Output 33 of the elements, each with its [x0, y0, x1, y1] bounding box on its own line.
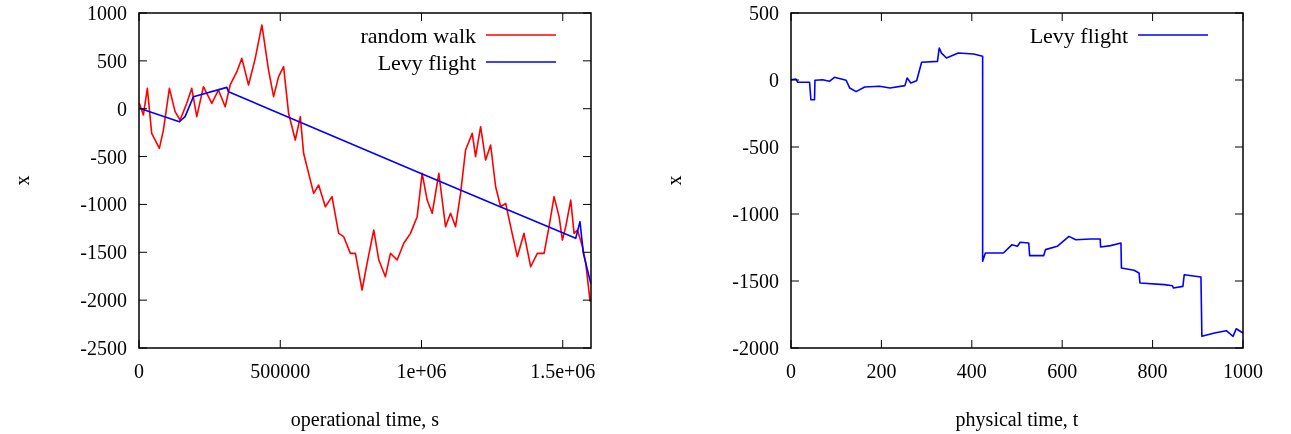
- y-axis-title: x: [11, 175, 33, 186]
- x-tick-label: 800: [1137, 360, 1168, 382]
- y-tick-label: -500: [742, 136, 779, 158]
- line-series: [138, 24, 591, 303]
- x-tick-label: 1e+06: [396, 360, 447, 382]
- x-tick-label: 500000: [250, 360, 311, 382]
- x-tick-label: 200: [866, 360, 897, 382]
- y-tick-label: 1000: [87, 2, 127, 24]
- y-tick-label: -500: [90, 145, 127, 168]
- x-axis-title: operational time, s: [290, 408, 440, 431]
- x-tick-label: 1000: [1223, 360, 1263, 382]
- x-tick-label: 400: [956, 360, 987, 382]
- y-axis-title: x: [663, 175, 685, 186]
- x-tick-label: 600: [1047, 360, 1078, 382]
- y-tick-label: -2000: [80, 289, 127, 312]
- y-tick-label: -1500: [732, 270, 779, 292]
- x-tick-label: 0: [134, 360, 144, 382]
- y-tick-label: -1000: [732, 203, 779, 225]
- y-tick-label: 0: [769, 69, 779, 91]
- y-tick-label: 500: [749, 2, 779, 24]
- line-series: [138, 86, 592, 285]
- y-tick-label: 0: [117, 97, 127, 120]
- x-axis-title: physical time, t: [955, 408, 1079, 431]
- x-tick-label: 1.5e+06: [530, 360, 596, 382]
- y-tick-label: -1500: [80, 241, 127, 264]
- x-tick-label: 0: [786, 360, 796, 382]
- y-tick-label: -2500: [80, 337, 127, 359]
- y-tick-label: -2000: [732, 337, 779, 359]
- legend-label: Levy flight: [377, 49, 476, 75]
- y-tick-label: -1000: [80, 193, 127, 216]
- y-tick-label: 500: [97, 49, 127, 72]
- legend-label: random walk: [360, 22, 476, 48]
- legend-label: Levy flight: [1029, 22, 1128, 48]
